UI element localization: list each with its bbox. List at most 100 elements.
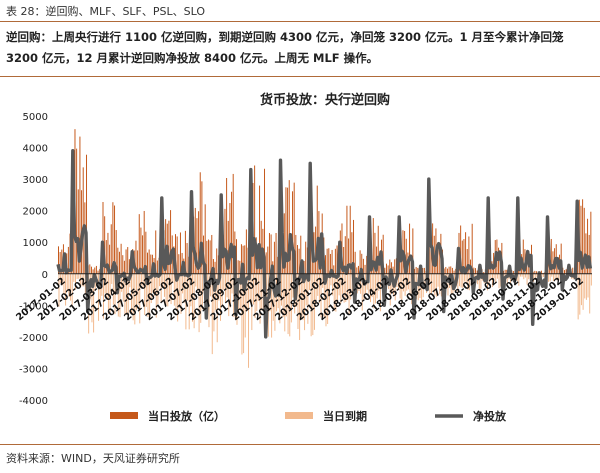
injection-bar <box>394 259 396 274</box>
injection-bar <box>385 263 387 274</box>
y-tick-label: 4000 <box>23 144 48 155</box>
maturity-bar <box>343 273 345 303</box>
maturity-bar <box>172 273 174 283</box>
injection-bar <box>445 266 447 274</box>
injection-bar <box>265 252 267 274</box>
maturity-bar <box>228 273 230 317</box>
maturity-bar <box>61 273 63 286</box>
maturity-bar <box>480 273 482 289</box>
maturity-bar <box>526 273 528 285</box>
injection-bar <box>405 238 407 274</box>
injection-bar <box>448 266 450 274</box>
y-tick-label: 3000 <box>23 175 48 186</box>
injection-bar <box>184 230 186 274</box>
maturity-bar <box>341 273 343 294</box>
injection-bar <box>293 182 295 274</box>
maturity-bar <box>229 273 231 308</box>
injection-bar <box>128 259 130 274</box>
injection-bar <box>207 239 209 274</box>
injection-bar <box>137 250 139 274</box>
maturity-bar <box>589 273 591 314</box>
table-caption: 表 28：逆回购、MLF、SLF、PSL、SLO <box>6 5 205 18</box>
injection-bar <box>61 249 63 274</box>
injection-bar <box>409 223 411 274</box>
maturity-bar <box>79 273 81 288</box>
injection-bar <box>244 245 246 274</box>
maturity-bar <box>457 273 459 294</box>
y-tick-label: -1000 <box>19 301 48 312</box>
maturity-bar <box>491 273 493 287</box>
maturity-bar <box>91 273 93 323</box>
maturity-bar <box>462 273 464 288</box>
maturity-bar <box>200 273 202 323</box>
maturity-bar <box>280 273 282 306</box>
maturity-bar <box>221 273 223 306</box>
injection-bar <box>232 173 234 274</box>
maturity-bar <box>323 273 325 317</box>
injection-bar <box>535 271 537 274</box>
maturity-bar <box>243 273 245 354</box>
maturity-bar <box>126 273 128 315</box>
injection-bar <box>506 269 508 274</box>
maturity-bar <box>163 273 165 297</box>
maturity-bar <box>117 273 119 317</box>
maturity-bar <box>490 273 492 279</box>
injection-bar <box>79 136 81 274</box>
injection-bar <box>353 219 355 274</box>
injection-bar <box>260 220 262 274</box>
injection-bar <box>290 241 292 274</box>
maturity-bar <box>460 273 462 288</box>
maturity-bar <box>98 273 100 321</box>
injection-bar <box>329 253 331 274</box>
maturity-bar <box>389 273 391 306</box>
injection-bar <box>468 236 470 274</box>
injection-bar <box>348 238 350 274</box>
maturity-bar <box>70 273 72 301</box>
injection-bar <box>90 266 92 274</box>
injection-bar <box>140 227 142 274</box>
maturity-bar <box>111 273 113 284</box>
injection-bar <box>414 268 415 274</box>
maturity-bar <box>65 273 67 306</box>
injection-bar <box>226 177 228 274</box>
maturity-bar <box>187 273 189 301</box>
injection-bar <box>199 172 201 274</box>
maturity-bar <box>320 273 322 318</box>
injection-bar <box>191 239 193 274</box>
injection-bar <box>349 205 351 274</box>
injection-bar <box>245 229 247 274</box>
injection-bar <box>333 265 335 274</box>
maturity-bar <box>307 273 309 324</box>
maturity-bar <box>213 273 215 332</box>
maturity-bar <box>162 273 164 288</box>
injection-bar <box>359 250 361 274</box>
maturity-bar <box>305 273 307 306</box>
maturity-bar <box>140 273 142 286</box>
maturity-bar <box>335 273 337 312</box>
maturity-bar <box>74 273 76 290</box>
maturity-bar <box>363 273 365 300</box>
maturity-bar <box>465 273 467 283</box>
injection-bar <box>336 245 338 274</box>
injection-bar <box>275 232 277 274</box>
injection-bar <box>443 268 445 274</box>
maturity-bar <box>338 273 340 296</box>
maturity-bar <box>429 273 431 294</box>
maturity-bar <box>519 273 521 277</box>
injection-bar <box>390 262 392 274</box>
injection-bar <box>382 234 384 274</box>
maturity-bar <box>254 273 256 319</box>
maturity-bar <box>556 273 558 281</box>
injection-bar <box>110 224 112 274</box>
injection-bar <box>422 268 424 274</box>
maturity-bar <box>177 273 179 322</box>
maturity-bar <box>414 273 416 283</box>
maturity-bar <box>137 273 139 306</box>
maturity-bar <box>266 273 268 318</box>
maturity-bar <box>220 273 221 321</box>
injection-bar <box>582 199 584 274</box>
injection-bar <box>125 249 127 274</box>
injection-bar <box>211 234 213 274</box>
injection-bar <box>67 246 69 274</box>
injection-bar <box>387 265 389 274</box>
